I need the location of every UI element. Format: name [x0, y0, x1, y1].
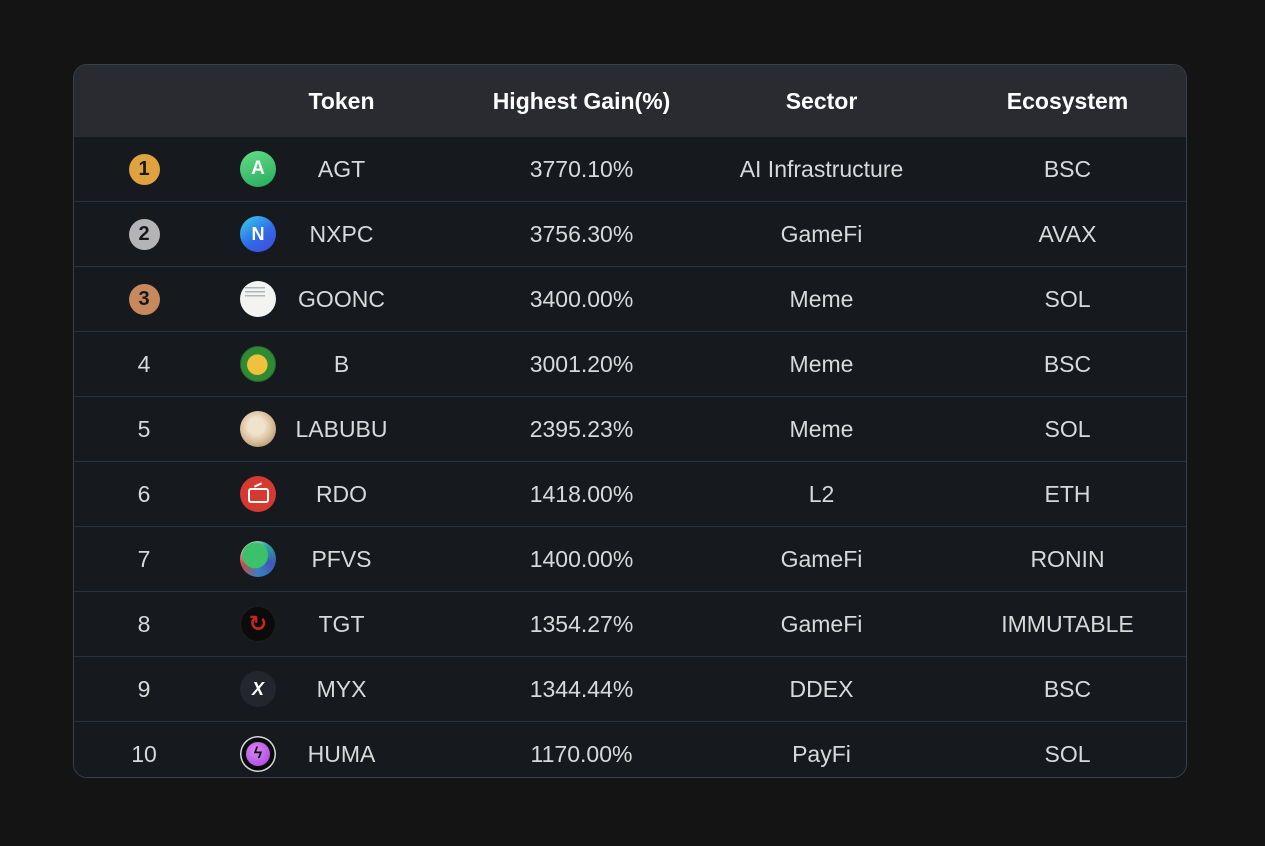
token-cell: ↻ TGT	[214, 592, 469, 656]
token-cell: GOONC	[214, 267, 469, 331]
header-ecosystem: Ecosystem	[1006, 87, 1129, 114]
sector-value: Meme	[789, 415, 854, 442]
highest-gain-value: 1354.27%	[529, 610, 634, 637]
agt-token-icon: A	[240, 151, 276, 187]
ecosystem-value: IMMUTABLE	[1001, 610, 1134, 637]
sector-value: DDEX	[789, 675, 854, 702]
sector-value: PayFi	[792, 740, 851, 767]
token-symbol: AGT	[317, 155, 366, 182]
ecosystem-value: BSC	[1043, 155, 1092, 182]
goonc-token-icon	[240, 281, 276, 317]
highest-gain-value: 3756.30%	[529, 220, 634, 247]
highest-gain-value: 3770.10%	[529, 155, 634, 182]
gainers-leaderboard-table: Token Highest Gain(%) Sector Ecosystem 1…	[73, 64, 1187, 778]
sector-value: AI Infrastructure	[739, 155, 904, 182]
sector-value: L2	[808, 480, 835, 507]
header-sector: Sector	[785, 87, 858, 114]
nxpc-token-icon: N	[240, 216, 276, 252]
table-row: 4 B 3001.20% Meme BSC	[74, 331, 1186, 396]
token-symbol: HUMA	[307, 740, 376, 767]
tgt-token-icon: ↻	[240, 606, 276, 642]
rank-cell: 3	[74, 283, 214, 315]
ecosystem-value: BSC	[1043, 675, 1092, 702]
pfvs-token-icon	[240, 541, 276, 577]
token-symbol: NXPC	[309, 220, 374, 247]
ecosystem-value: BSC	[1043, 350, 1092, 377]
token-cell: N NXPC	[214, 202, 469, 266]
token-cell: A AGT	[214, 137, 469, 201]
ecosystem-value: RONIN	[1030, 545, 1105, 572]
token-symbol: TGT	[318, 610, 365, 637]
ecosystem-value: SOL	[1044, 415, 1091, 442]
highest-gain-value: 2395.23%	[529, 415, 634, 442]
ecosystem-value: AVAX	[1038, 220, 1097, 247]
token-cell: B	[214, 332, 469, 396]
token-symbol: MYX	[316, 675, 367, 702]
rank-cell: 5	[74, 416, 214, 443]
rank-cell: 10	[74, 741, 214, 768]
rank-number: 4	[137, 350, 151, 377]
rdo-token-icon	[240, 476, 276, 512]
token-cell: ϟ HUMA	[214, 722, 469, 777]
token-symbol: GOONC	[298, 285, 385, 312]
rank-badge-silver: 2	[128, 218, 160, 250]
header-token: Token	[308, 87, 375, 114]
rank-cell: 1	[74, 153, 214, 185]
rank-cell: 6	[74, 481, 214, 508]
rank-number: 9	[137, 675, 151, 702]
sector-value: GameFi	[780, 610, 863, 637]
table-body: 1 A AGT 3770.10% AI Infrastructure BSC 2…	[74, 137, 1186, 777]
token-symbol: PFVS	[311, 545, 372, 572]
header-highest-gain: Highest Gain(%)	[492, 87, 671, 114]
rank-number: 8	[137, 610, 151, 637]
table-row: 3 GOONC 3400.00% Meme SOL	[74, 266, 1186, 331]
highest-gain-value: 1170.00%	[530, 740, 633, 767]
rank-badge-gold: 1	[128, 153, 160, 185]
myx-token-icon: X	[240, 671, 276, 707]
rank-number: 6	[137, 480, 151, 507]
ecosystem-value: SOL	[1044, 285, 1091, 312]
highest-gain-value: 3400.00%	[529, 285, 634, 312]
table-row: 5 LABUBU 2395.23% Meme SOL	[74, 396, 1186, 461]
highest-gain-value: 1400.00%	[529, 545, 634, 572]
table-row: 1 A AGT 3770.10% AI Infrastructure BSC	[74, 137, 1186, 201]
highest-gain-value: 1344.44%	[529, 675, 634, 702]
token-cell: X MYX	[214, 657, 469, 721]
token-cell: PFVS	[214, 527, 469, 591]
table-row: 6 RDO 1418.00% L2 ETH	[74, 461, 1186, 526]
sector-value: GameFi	[780, 220, 863, 247]
ecosystem-value: SOL	[1044, 740, 1091, 767]
sector-value: GameFi	[780, 545, 863, 572]
rank-cell: 7	[74, 546, 214, 573]
rank-cell: 9	[74, 676, 214, 703]
table-header-row: Token Highest Gain(%) Sector Ecosystem	[74, 65, 1186, 137]
b-token-icon	[240, 346, 276, 382]
token-symbol: B	[333, 350, 350, 377]
table-row: 8 ↻ TGT 1354.27% GameFi IMMUTABLE	[74, 591, 1186, 656]
rank-cell: 8	[74, 611, 214, 638]
rank-number: 10	[131, 740, 157, 767]
token-symbol: RDO	[315, 480, 368, 507]
token-cell: LABUBU	[214, 397, 469, 461]
rank-badge-bronze: 3	[128, 283, 160, 315]
rank-number: 5	[137, 415, 151, 442]
table-row: 10 ϟ HUMA 1170.00% PayFi SOL	[74, 721, 1186, 777]
highest-gain-value: 3001.20%	[529, 350, 634, 377]
table-row: 7 PFVS 1400.00% GameFi RONIN	[74, 526, 1186, 591]
table-row: 2 N NXPC 3756.30% GameFi AVAX	[74, 201, 1186, 266]
token-symbol: LABUBU	[295, 415, 388, 442]
rank-cell: 4	[74, 351, 214, 378]
table-row: 9 X MYX 1344.44% DDEX BSC	[74, 656, 1186, 721]
ecosystem-value: ETH	[1044, 480, 1091, 507]
labubu-token-icon	[240, 411, 276, 447]
rank-number: 7	[137, 545, 151, 572]
sector-value: Meme	[789, 350, 854, 377]
rank-cell: 2	[74, 218, 214, 250]
token-cell: RDO	[214, 462, 469, 526]
huma-token-icon: ϟ	[240, 736, 276, 772]
highest-gain-value: 1418.00%	[529, 480, 634, 507]
sector-value: Meme	[789, 285, 854, 312]
